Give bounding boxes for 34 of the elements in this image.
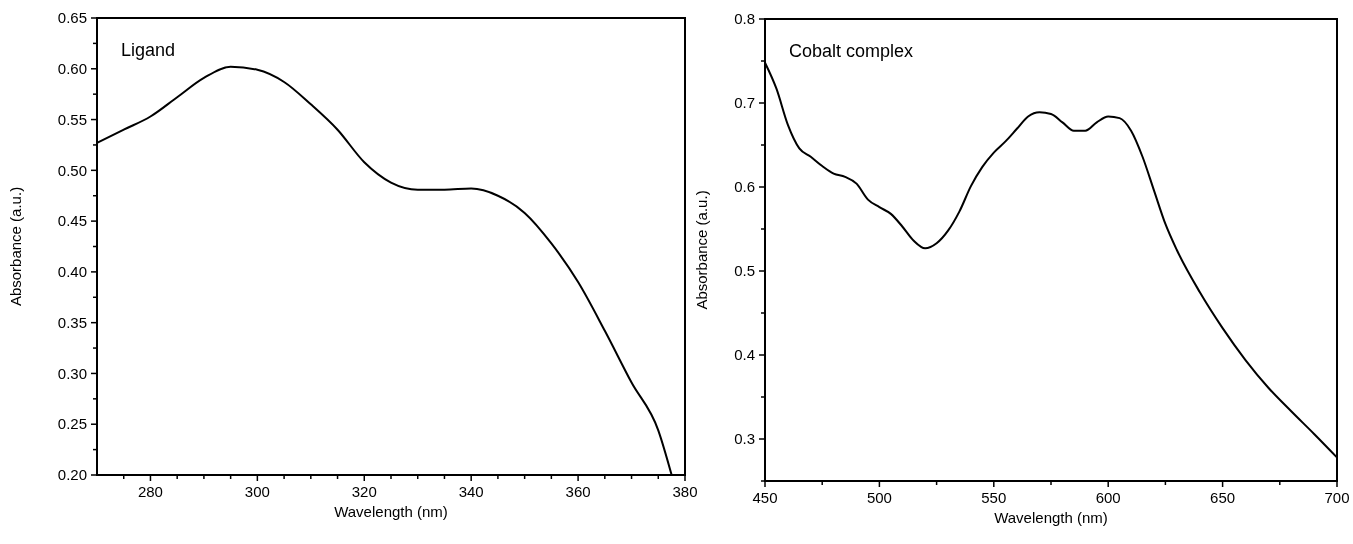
x-tick-label: 700 xyxy=(1324,489,1350,506)
x-tick-label: 380 xyxy=(672,483,698,500)
y-tick-label: 0.7 xyxy=(734,94,755,112)
y-tick-label: 0.4 xyxy=(734,346,755,364)
y-tick-label: 0.25 xyxy=(57,415,87,433)
x-tick-label: 550 xyxy=(981,489,1007,506)
y-tick-label: 0.65 xyxy=(57,9,87,27)
x-tick-label: 650 xyxy=(1210,489,1236,506)
x-tick-label: 280 xyxy=(137,483,163,500)
y-tick-label: 0.6 xyxy=(734,178,755,196)
annotation: Ligand xyxy=(121,40,176,60)
x-tick-label: 500 xyxy=(866,489,892,506)
y-tick-label: 0.20 xyxy=(57,466,87,484)
y-tick-label: 0.8 xyxy=(734,10,755,28)
x-axis-title: Wavelength (nm) xyxy=(994,509,1108,526)
x-tick-label: 320 xyxy=(351,483,377,500)
y-tick-label: 0.5 xyxy=(734,262,755,280)
x-tick-label: 450 xyxy=(752,489,778,506)
y-tick-label: 0.30 xyxy=(57,364,87,382)
y-tick-label: 0.3 xyxy=(734,430,755,448)
y-tick-label: 0.45 xyxy=(57,212,87,230)
x-tick-label: 360 xyxy=(565,483,591,500)
y-tick-label: 0.35 xyxy=(57,313,87,331)
y-tick-label: 0.50 xyxy=(57,161,87,179)
y-tick-label: 0.60 xyxy=(57,60,87,78)
y-tick-label: 0.55 xyxy=(57,110,87,128)
y-axis-title: Absorbance (a.u.) xyxy=(693,190,710,310)
x-tick-label: 600 xyxy=(1095,489,1121,506)
y-axis-title: Absorbance (a.u.) xyxy=(7,186,24,307)
x-axis-title: Wavelength (nm) xyxy=(334,503,448,520)
annotation: Cobalt complex xyxy=(789,41,914,61)
x-tick-label: 340 xyxy=(458,483,484,500)
x-tick-label: 300 xyxy=(244,483,270,500)
y-tick-label: 0.40 xyxy=(57,263,87,281)
